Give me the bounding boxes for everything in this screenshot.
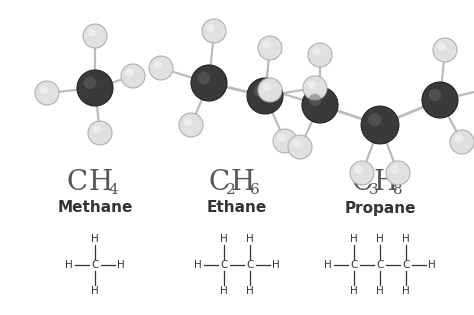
Text: C: C xyxy=(66,169,88,197)
Text: H: H xyxy=(374,169,398,197)
Circle shape xyxy=(350,161,374,185)
Text: 3: 3 xyxy=(369,183,379,197)
Circle shape xyxy=(428,89,441,101)
Text: H: H xyxy=(220,286,228,296)
Text: H: H xyxy=(376,286,384,296)
Circle shape xyxy=(438,43,446,51)
Circle shape xyxy=(92,125,101,134)
Circle shape xyxy=(126,68,134,77)
Circle shape xyxy=(433,38,457,62)
Circle shape xyxy=(355,165,363,174)
Text: 6: 6 xyxy=(250,183,260,197)
Circle shape xyxy=(308,80,316,89)
Circle shape xyxy=(258,36,282,60)
Circle shape xyxy=(258,78,282,102)
Circle shape xyxy=(202,19,226,43)
Circle shape xyxy=(292,140,301,148)
Text: 8: 8 xyxy=(393,183,403,197)
Text: H: H xyxy=(194,260,202,270)
Text: H: H xyxy=(231,169,255,197)
Text: H: H xyxy=(402,234,410,244)
Circle shape xyxy=(35,81,59,105)
Circle shape xyxy=(309,94,321,106)
Text: C: C xyxy=(220,260,228,270)
Circle shape xyxy=(83,24,107,48)
Text: H: H xyxy=(117,260,125,270)
Circle shape xyxy=(183,117,192,126)
Text: H: H xyxy=(246,234,254,244)
Circle shape xyxy=(154,60,162,69)
Text: H: H xyxy=(376,234,384,244)
Circle shape xyxy=(149,56,173,80)
Circle shape xyxy=(121,64,145,88)
Circle shape xyxy=(391,165,399,174)
Text: C: C xyxy=(402,260,410,270)
Text: Methane: Methane xyxy=(57,201,133,215)
Circle shape xyxy=(303,76,327,100)
Text: Propane: Propane xyxy=(344,201,416,215)
Text: C: C xyxy=(376,260,383,270)
Text: H: H xyxy=(350,234,358,244)
Circle shape xyxy=(277,134,286,142)
Circle shape xyxy=(87,28,96,37)
Circle shape xyxy=(179,113,203,137)
Circle shape xyxy=(288,135,312,159)
Circle shape xyxy=(39,85,48,94)
Text: H: H xyxy=(89,169,113,197)
Text: C: C xyxy=(91,260,99,270)
Circle shape xyxy=(308,43,332,67)
Circle shape xyxy=(263,83,271,91)
Text: 2: 2 xyxy=(226,183,236,197)
Circle shape xyxy=(191,65,227,101)
Text: H: H xyxy=(272,260,280,270)
Text: 4: 4 xyxy=(108,183,118,197)
Text: H: H xyxy=(428,260,436,270)
Text: H: H xyxy=(65,260,73,270)
Circle shape xyxy=(368,113,381,126)
Circle shape xyxy=(254,85,266,97)
Circle shape xyxy=(263,40,271,49)
Text: C: C xyxy=(351,169,373,197)
Text: H: H xyxy=(350,286,358,296)
Circle shape xyxy=(247,78,283,114)
Circle shape xyxy=(361,106,399,144)
Circle shape xyxy=(198,72,210,84)
Text: H: H xyxy=(91,234,99,244)
Text: Ethane: Ethane xyxy=(207,201,267,215)
Circle shape xyxy=(83,77,96,89)
Circle shape xyxy=(207,23,215,32)
Circle shape xyxy=(455,135,463,143)
Text: H: H xyxy=(220,234,228,244)
Text: H: H xyxy=(91,286,99,296)
Circle shape xyxy=(88,121,112,145)
Circle shape xyxy=(450,130,474,154)
Circle shape xyxy=(273,129,297,153)
Text: H: H xyxy=(324,260,332,270)
Text: H: H xyxy=(402,286,410,296)
Circle shape xyxy=(77,70,113,106)
Circle shape xyxy=(302,87,338,123)
Text: C: C xyxy=(246,260,254,270)
Circle shape xyxy=(422,82,458,118)
Text: C: C xyxy=(350,260,358,270)
Text: C: C xyxy=(209,169,229,197)
Text: H: H xyxy=(246,286,254,296)
Circle shape xyxy=(312,48,321,56)
Circle shape xyxy=(386,161,410,185)
